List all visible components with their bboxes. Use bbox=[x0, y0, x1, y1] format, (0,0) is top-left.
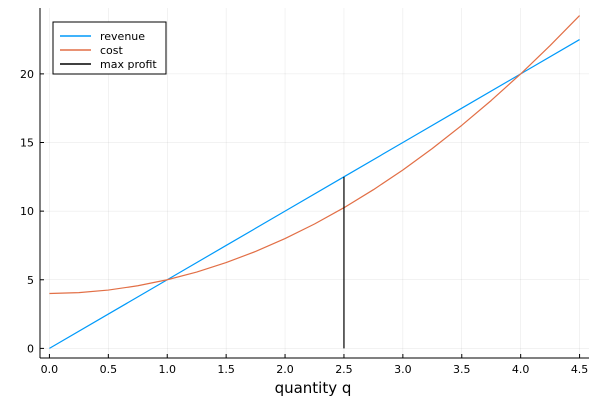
series-line-revenue bbox=[49, 39, 580, 349]
ticks: 0.0 0.5 1.0 1.5 2.0 2.5 3.0 3.5 4.0 4.5 0 5 10 15 20 bbox=[20, 68, 588, 376]
x-tick-label: 1.0 bbox=[158, 363, 176, 376]
legend-box bbox=[52, 21, 167, 75]
series bbox=[49, 15, 581, 349]
x-tick-label: 2.0 bbox=[276, 363, 294, 376]
legend-label: max profit bbox=[100, 58, 157, 71]
legend-label: revenue bbox=[100, 30, 145, 43]
x-tick-label: 4.0 bbox=[512, 363, 530, 376]
axes bbox=[39, 8, 589, 359]
x-tick-label: 0.0 bbox=[41, 363, 59, 376]
legend-label: cost bbox=[100, 44, 124, 57]
y-tick-label: 5 bbox=[27, 274, 34, 287]
x-tick-label: 2.5 bbox=[335, 363, 353, 376]
y-tick-label: 15 bbox=[20, 137, 34, 150]
y-tick-label: 10 bbox=[20, 205, 34, 218]
x-tick-label: 3.0 bbox=[394, 363, 412, 376]
x-axis-label: quantity q bbox=[275, 379, 352, 397]
y-tick-label: 20 bbox=[20, 68, 34, 81]
x-tick-label: 0.5 bbox=[100, 363, 118, 376]
x-tick-label: 4.5 bbox=[571, 363, 589, 376]
series-line-cost bbox=[49, 15, 581, 295]
x-tick-label: 3.5 bbox=[453, 363, 471, 376]
x-tick-label: 1.5 bbox=[217, 363, 235, 376]
y-tick-label: 0 bbox=[27, 342, 34, 355]
